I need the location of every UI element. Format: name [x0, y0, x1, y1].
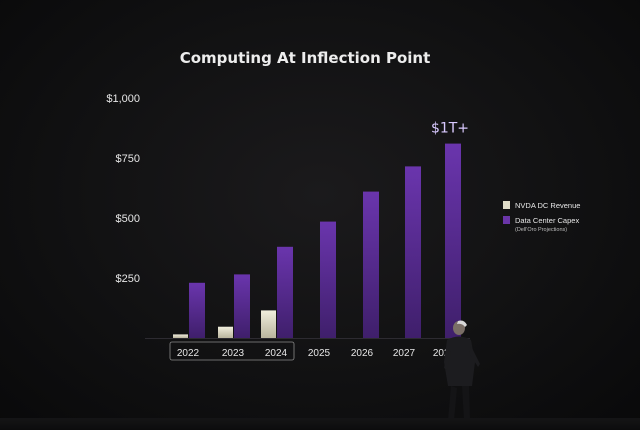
- stage-floor: [0, 418, 640, 430]
- x-tick-label: 2025: [308, 348, 331, 359]
- highlight-box: [169, 341, 295, 361]
- bar-capex-2024: [277, 246, 293, 338]
- bar-revenue-2022: [173, 334, 188, 338]
- bar-capex-2022: [189, 282, 205, 338]
- chart-title: Computing At Inflection Point: [180, 49, 431, 67]
- legend: NVDA DC Revenue Data Center Capex (Dell'Or…: [503, 201, 580, 233]
- x-tick-label: 2023: [222, 348, 245, 359]
- callout-label: $1T+: [431, 121, 469, 137]
- y-tick-label: $1,000: [106, 93, 140, 105]
- x-tick-label: 2024: [265, 348, 288, 359]
- y-tick-label: $750: [116, 153, 140, 165]
- legend-sublabel: (Dell'Oro Projections): [515, 227, 567, 233]
- bar-capex-2026: [363, 191, 379, 338]
- x-axis-ticks: 2022 2023 2024 2025 2026 2027 2028: [177, 348, 456, 359]
- legend-swatch: [503, 201, 510, 209]
- x-tick-label: 2028: [433, 348, 456, 359]
- y-axis-ticks: $250 $500 $750 $1,000: [106, 93, 140, 285]
- legend-swatch: [503, 216, 510, 224]
- x-tick-label: 2027: [393, 348, 416, 359]
- y-tick-label: $500: [116, 213, 140, 225]
- x-tick-label: 2022: [177, 348, 200, 359]
- bar-revenue-2023: [218, 326, 233, 338]
- y-tick-label: $250: [116, 273, 140, 285]
- bars: [173, 143, 461, 338]
- legend-label: Data Center Capex: [515, 216, 579, 225]
- bar-capex-2025: [320, 221, 336, 338]
- bar-capex-2027: [405, 166, 421, 338]
- x-tick-label: 2026: [351, 348, 374, 359]
- bar-capex-2023: [234, 274, 250, 338]
- bar-capex-2028: [445, 143, 461, 338]
- speaker-figure: [444, 320, 480, 423]
- legend-label: NVDA DC Revenue: [515, 201, 580, 210]
- bar-revenue-2024: [261, 310, 276, 338]
